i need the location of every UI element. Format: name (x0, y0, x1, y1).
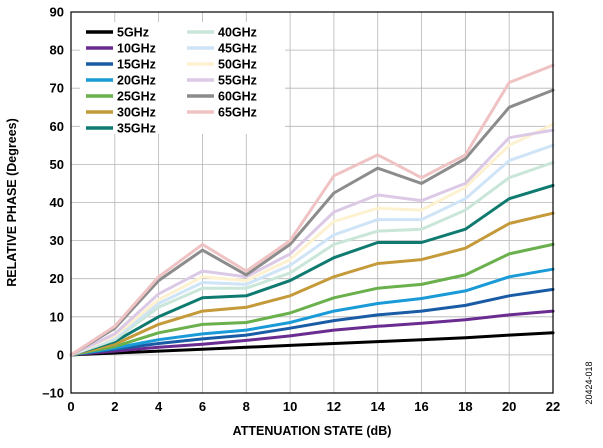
x-axis-title: ATTENUATION STATE (dB) (233, 424, 392, 438)
series-line-5ghz (69, 331, 555, 357)
y-tick-label: 70 (50, 81, 64, 96)
legend-label: 65GHz (218, 106, 257, 120)
tick-labels: 0 2 4 6 8 10 12 14 16 18 20 22–10010203040506070809… (42, 5, 560, 415)
legend-label: 30GHz (117, 106, 156, 120)
y-tick-label: 60 (50, 119, 64, 134)
y-tick-label: 0 (57, 347, 64, 362)
series-line-55ghz (69, 128, 555, 357)
x-tick-label: 10 (283, 399, 297, 414)
legend-label: 25GHz (117, 90, 156, 104)
legend-label: 50GHz (218, 58, 257, 72)
x-tick-label: 20 (502, 399, 516, 414)
series-line-65ghz (69, 63, 555, 357)
legend: 5GHz 10GHz 15GHz 20GHz 25GHz 30GHz 35GHz 40GHz 4… (80, 22, 285, 136)
y-tick-label: 80 (50, 43, 64, 58)
y-axis-title: RELATIVE PHASE (Degrees) (5, 118, 19, 287)
series-line-50ghz (69, 122, 555, 357)
y-tick-label: 30 (50, 233, 64, 248)
series-line-20ghz (69, 267, 555, 357)
legend-label: 20GHz (117, 74, 156, 88)
y-tick-label: –10 (42, 386, 64, 401)
x-tick-label: 2 (111, 399, 118, 414)
legend-label: 35GHz (117, 122, 156, 136)
x-tick-label: 0 (67, 399, 74, 414)
legend-label: 10GHz (117, 42, 156, 56)
y-tick-label: 50 (50, 157, 64, 172)
series-line-10ghz (69, 309, 555, 357)
series-line-30ghz (69, 211, 555, 357)
legend-label: 55GHz (218, 74, 257, 88)
x-tick-label: 12 (327, 399, 341, 414)
x-tick-label: 18 (458, 399, 472, 414)
legend-label: 40GHz (218, 26, 257, 40)
x-tick-label: 4 (155, 399, 163, 414)
x-tick-label: 16 (414, 399, 428, 414)
x-tick-label: 14 (370, 399, 385, 414)
legend-label: 5GHz (117, 26, 149, 40)
x-tick-label: 8 (243, 399, 250, 414)
x-tick-label: 6 (199, 399, 206, 414)
y-tick-label: 40 (50, 195, 64, 210)
legend-label: 45GHz (218, 42, 257, 56)
series-line-15ghz (69, 287, 555, 357)
series-line-60ghz (69, 88, 555, 357)
legend-label: 15GHz (117, 58, 156, 72)
y-tick-label: 20 (50, 271, 64, 286)
series-line-45ghz (69, 143, 555, 357)
x-tick-label: 22 (546, 399, 560, 414)
legend-background (80, 22, 285, 134)
y-tick-label: 90 (50, 5, 64, 20)
y-tick-label: 10 (50, 309, 64, 324)
series-line-40ghz (69, 161, 555, 357)
series-layer (69, 63, 555, 357)
legend-label: 60GHz (218, 90, 257, 104)
figure-id: 20424-018 (584, 361, 594, 404)
series-line-35ghz (69, 183, 555, 357)
plot-frame (70, 11, 554, 394)
series-line-25ghz (69, 242, 555, 357)
